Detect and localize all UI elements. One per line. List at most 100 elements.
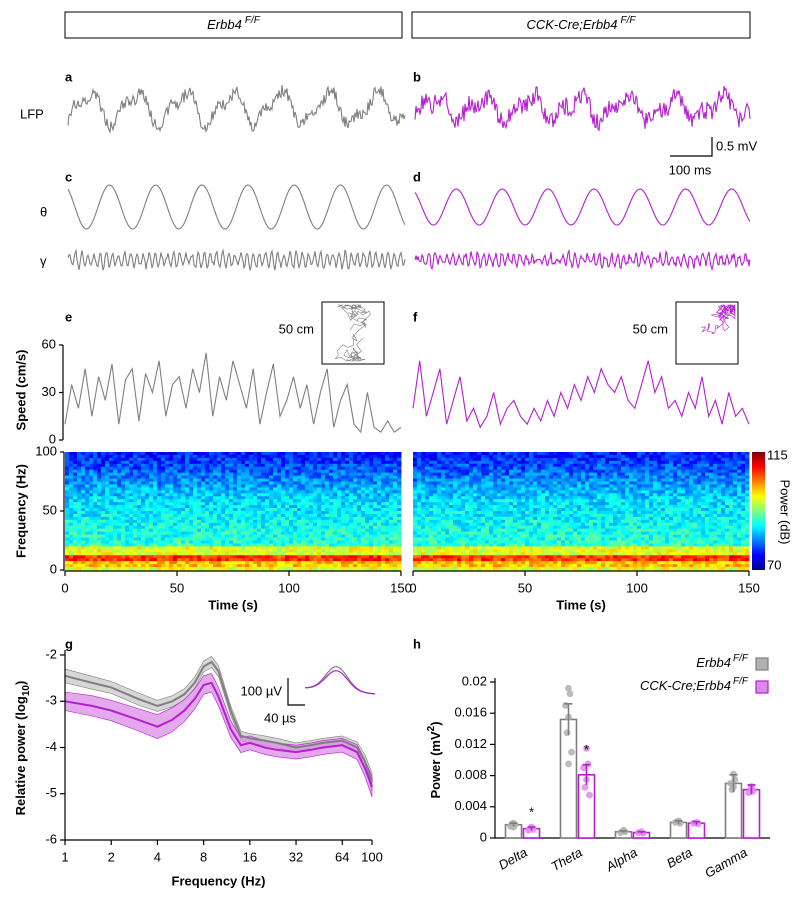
spectrogram-cell [233,552,238,556]
spectrogram-cell [229,528,234,533]
spectrogram-cell [153,525,158,530]
spectrogram-cell [397,525,402,530]
spectrogram-cell [253,513,258,518]
spectrogram-cell [113,493,118,497]
spectrogram-cell [365,469,370,474]
spectrogram-cell [173,561,178,565]
spectrogram-cell [189,460,194,465]
spectrogram-cell [393,454,398,459]
spectrogram-cell [361,457,366,462]
spectrogram-cell [397,558,402,562]
spectrogram-cell [425,487,430,491]
spectrogram-cell [681,475,686,479]
spectrogram-cell [349,528,354,533]
spectrogram-cell [261,502,266,506]
spectrogram-cell [437,466,442,471]
spectrogram-cell [385,549,390,553]
spectrogram-cell [193,564,198,568]
spectrogram-cell [509,505,514,509]
spectrogram-cell [229,481,234,485]
spectrogram-cell [209,513,214,518]
spectrogram-cell [717,457,722,462]
spectrogram-cell [241,561,246,565]
spectrogram-cell [417,496,422,500]
spectrogram-cell [349,484,354,488]
spectrogram-cell [697,496,702,500]
spectrogram-cell [309,454,314,459]
spectrogram-cell [253,481,258,485]
spectrogram-cell [657,460,662,465]
spectrogram-cell [117,516,122,521]
spectrogram-cell [661,466,666,471]
spectrogram-cell [393,502,398,506]
spectrogram-cell [153,502,158,506]
spectrogram-cell [501,454,506,459]
spectrogram-cell [325,564,330,568]
spectrogram-cell [365,558,370,562]
spectrogram-cell [593,499,598,503]
spectrogram-cell [393,460,398,465]
spectrogram-cell [485,478,490,482]
spectrogram-cell [185,519,190,524]
spectrogram-cell [65,546,70,550]
spectrogram-cell [737,490,742,494]
spectrogram-cell [173,552,178,556]
spectrogram-cell [177,460,182,465]
spectrogram-cell [309,452,314,456]
spectrogram-cell [65,561,70,565]
spectrogram-cell [201,452,206,456]
spectrogram-cell [81,484,86,488]
spectrogram-cell [261,564,266,568]
spectrogram-cell [185,496,190,500]
spectrogram-cell [305,511,310,515]
spectrogram-cell [257,534,262,538]
spectrogram-cell [85,513,90,518]
spectrogram-cell [717,469,722,474]
spectrogram-cell [105,558,110,562]
spectrogram-cell [161,549,166,553]
spectrogram-cell [325,546,330,550]
spectrogram-cell [277,496,282,500]
spectrogram-cell [345,472,350,476]
spectrogram-cell [365,528,370,533]
spectrogram-cell [377,454,382,459]
spectrogram-cell [313,469,318,474]
spectrogram-cell [637,475,642,479]
spectrogram-cell [229,513,234,518]
spectrogram-cell [745,452,750,456]
spectrogram-cell [493,505,498,509]
spectrogram-cell [257,525,262,530]
spectrogram-cell [225,516,230,521]
header-text: Erbb4 F/F [207,15,261,33]
spectrogram-cell [245,525,250,530]
spectrogram-cell [101,463,106,468]
spectrogram-cell [733,457,738,462]
spectrogram-cell [681,463,686,468]
spectrogram-cell [389,522,394,527]
spectrogram-cell [525,484,530,488]
spectrogram-cell [353,564,358,568]
spectrogram-cell [689,499,694,503]
spectrogram-cell [253,543,258,547]
spectrogram-cell [189,543,194,547]
spectrogram-cell [597,466,602,471]
spectrogram-cell [289,478,294,482]
spectrogram-cell [333,460,338,465]
spectrogram-cell [81,493,86,497]
spectrogram-cell [145,567,150,571]
spectrogram-cell [65,463,70,468]
spectrogram-cell [193,525,198,530]
spectrogram-cell [289,552,294,556]
spectrogram-cell [545,469,550,474]
spectrogram-cell [193,454,198,459]
spectrogram-cell [709,452,714,456]
spectrogram-cell [161,454,166,459]
spectrogram-cell [113,511,118,515]
spectrogram-cell [105,463,110,468]
spectrogram-cell [433,463,438,468]
spectrogram-cell [157,522,162,527]
spectrogram-cell [381,534,386,538]
spectrogram-cell [233,555,238,559]
spectrogram-cell [561,487,566,491]
spectrogram-cell [421,505,426,509]
